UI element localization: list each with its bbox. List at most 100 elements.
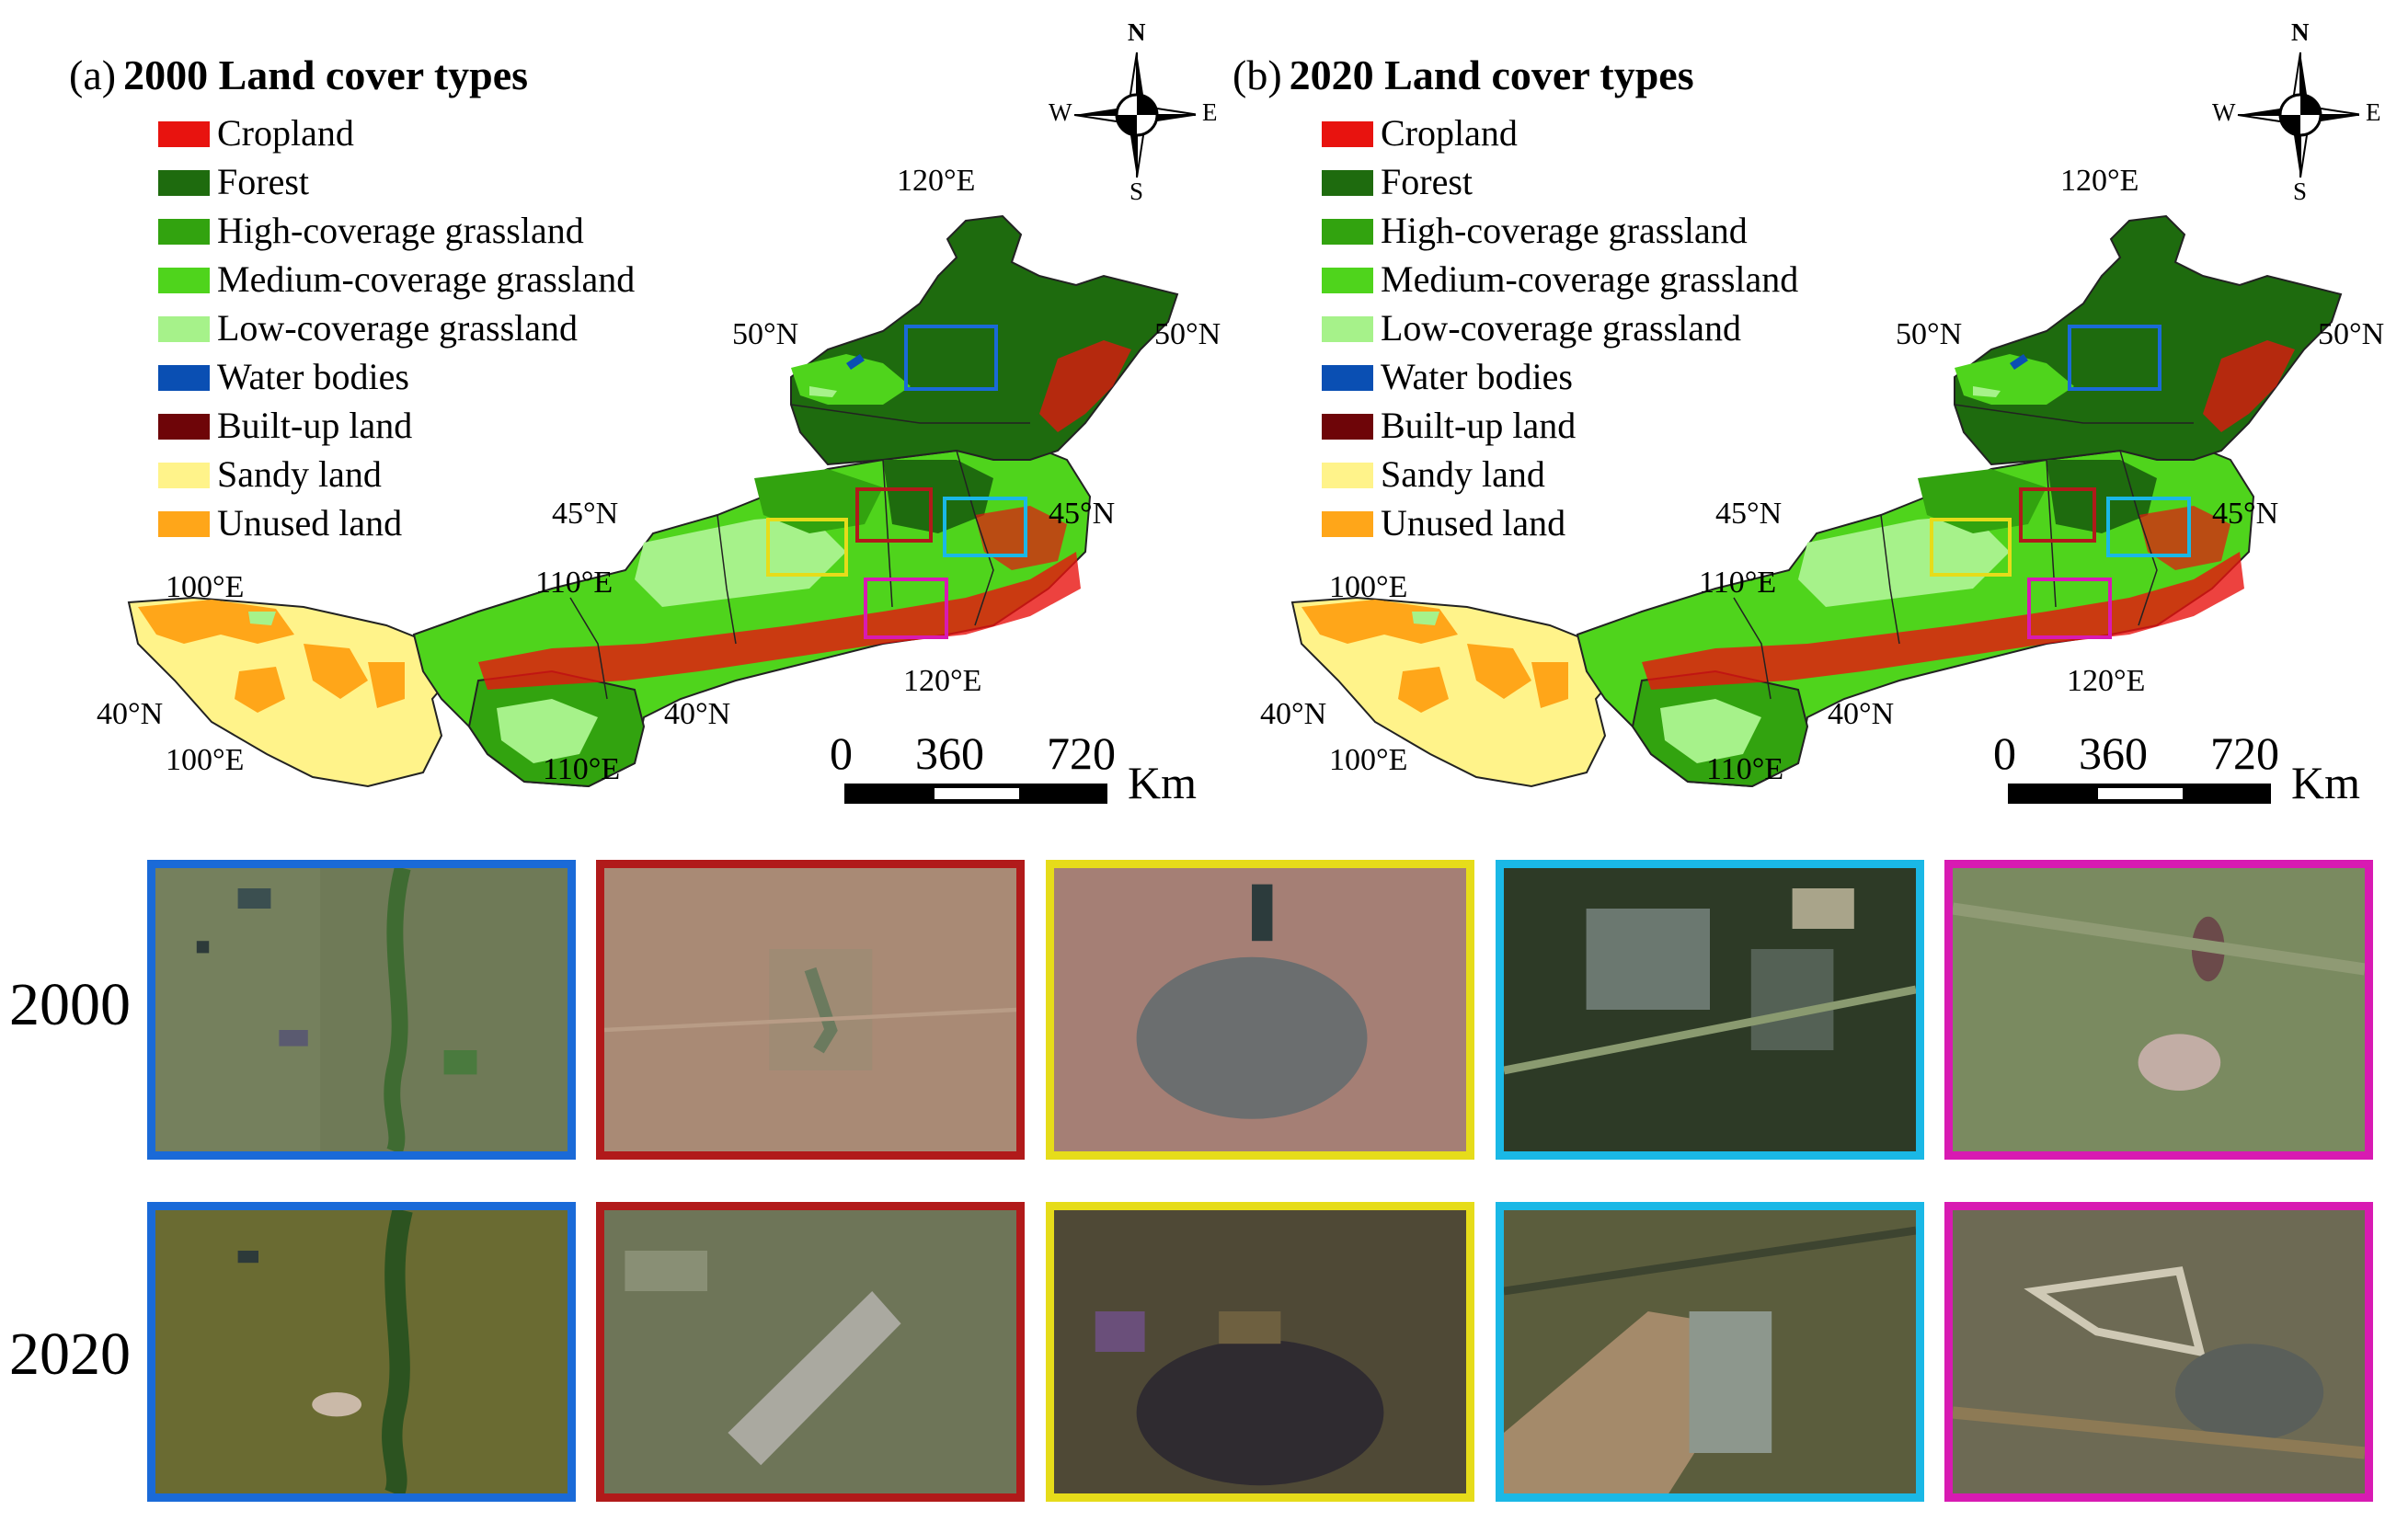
panel-title: (a) 2000 Land cover types xyxy=(69,51,528,99)
lon-label: 110°E xyxy=(543,752,621,786)
scale-tick: 0 xyxy=(830,727,853,779)
lon-label: 100°E xyxy=(1329,743,1408,777)
legend-label: Sandy land xyxy=(217,453,382,495)
compass-south: S xyxy=(1129,177,1144,205)
legend-label: Sandy land xyxy=(1381,453,1545,495)
lat-label: 50°N xyxy=(732,317,799,351)
compass-west: W xyxy=(2212,98,2236,126)
compass-south: S xyxy=(2293,177,2308,205)
legend-swatch xyxy=(158,365,210,391)
satellite-thumb-blue-2000 xyxy=(147,860,576,1160)
legend-label: Built-up land xyxy=(217,405,413,446)
legend-swatch xyxy=(158,121,210,147)
legend-label: Low-coverage grassland xyxy=(217,307,579,349)
legend-swatch xyxy=(1322,511,1373,537)
legend-swatch xyxy=(158,268,210,293)
scale-unit: Km xyxy=(1128,757,1197,808)
lat-label: 45°N xyxy=(1715,497,1783,531)
satellite-thumb-red-2020 xyxy=(596,1202,1025,1502)
scale-tick: 360 xyxy=(2079,727,2148,779)
legend-label: Medium-coverage grassland xyxy=(1381,258,1799,300)
lon-label: 120°E xyxy=(897,164,976,198)
focus-box-red xyxy=(855,487,933,543)
lat-label: 45°N xyxy=(1049,497,1116,531)
legend-label: Forest xyxy=(217,161,309,202)
legend-label: Cropland xyxy=(1381,112,1518,154)
legend-label: Unused land xyxy=(217,502,403,543)
legend-label: Water bodies xyxy=(1381,356,1573,397)
legend-swatch xyxy=(158,511,210,537)
lon-label: 110°E xyxy=(1699,566,1777,600)
legend-swatch xyxy=(158,463,210,488)
lat-label: 40°N xyxy=(664,697,731,731)
satellite-thumb-yellow-2020 xyxy=(1046,1202,1474,1502)
compass-north: N xyxy=(1128,18,1146,46)
legend-swatch xyxy=(1322,414,1373,440)
lat-label: 40°N xyxy=(1828,697,1895,731)
focus-box-magenta xyxy=(2027,578,2112,639)
satellite-thumb-magenta-2000 xyxy=(1944,860,2373,1160)
satellite-thumb-yellow-2000 xyxy=(1046,860,1474,1160)
legend-label: High-coverage grassland xyxy=(217,210,584,251)
scale-tick: 360 xyxy=(915,727,984,779)
focus-box-red xyxy=(2019,487,2096,543)
legend-swatch xyxy=(1322,219,1373,245)
row-year-label: 2020 xyxy=(9,1321,131,1388)
legend-label: Medium-coverage grassland xyxy=(217,258,636,300)
satellite-thumb-blue-2020 xyxy=(147,1202,576,1502)
lon-label: 110°E xyxy=(1706,752,1784,786)
compass-north: N xyxy=(2291,18,2310,46)
legend-swatch xyxy=(158,219,210,245)
panel-title: (b) 2020 Land cover types xyxy=(1233,51,1694,99)
lat-label: 40°N xyxy=(97,697,164,731)
lat-label: 50°N xyxy=(2318,317,2385,351)
lon-label: 120°E xyxy=(2060,164,2139,198)
row-year-label: 2000 xyxy=(9,971,131,1038)
panel-heading: 2000 Land cover types xyxy=(123,51,529,98)
lon-label: 110°E xyxy=(535,566,613,600)
map-panel-2000: (a) 2000 Land cover types Cropland Forest H… xyxy=(0,0,1221,809)
scale-tick: 0 xyxy=(1993,727,2016,779)
lat-label: 45°N xyxy=(2212,497,2279,531)
lon-label: 100°E xyxy=(166,743,245,777)
compass-icon xyxy=(2237,51,2359,178)
legend-swatch xyxy=(1322,268,1373,293)
panel-heading: 2020 Land cover types xyxy=(1289,51,1694,98)
legend-label: Cropland xyxy=(217,112,354,154)
lat-label: 45°N xyxy=(552,497,619,531)
map-panel-2020: (b) 2020 Land cover types Cropland Forest H… xyxy=(1164,0,2384,809)
compass-east: E xyxy=(1202,98,1218,126)
lon-label: 120°E xyxy=(2067,664,2146,698)
focus-box-yellow xyxy=(766,518,848,577)
scale-tick: 720 xyxy=(1047,727,1116,779)
focus-box-cyan xyxy=(2106,497,2191,557)
legend-swatch xyxy=(1322,365,1373,391)
compass-east: E xyxy=(2366,98,2381,126)
satellite-thumb-magenta-2020 xyxy=(1944,1202,2373,1502)
legend-swatch xyxy=(1322,316,1373,342)
focus-box-magenta xyxy=(864,578,948,639)
focus-box-yellow xyxy=(1930,518,2012,577)
legend-label: High-coverage grassland xyxy=(1381,210,1748,251)
legend-label: Unused land xyxy=(1381,502,1566,543)
panel-label: (a) xyxy=(69,51,117,98)
focus-box-cyan xyxy=(943,497,1027,557)
region-map xyxy=(1290,51,2359,804)
legend-swatch xyxy=(158,414,210,440)
lat-label: 50°N xyxy=(1896,317,1963,351)
legend-swatch xyxy=(158,316,210,342)
scale-unit: Km xyxy=(2291,757,2360,808)
legend-label: Low-coverage grassland xyxy=(1381,307,1742,349)
focus-box-blue xyxy=(904,325,998,391)
satellite-thumb-red-2000 xyxy=(596,860,1025,1160)
lat-label: 40°N xyxy=(1260,697,1327,731)
compass-icon xyxy=(1073,51,1196,178)
region-map xyxy=(127,51,1196,804)
legend-swatch xyxy=(1322,463,1373,488)
scale-tick: 720 xyxy=(2210,727,2279,779)
compass-west: W xyxy=(1049,98,1072,126)
legend-label: Forest xyxy=(1381,161,1473,202)
lon-label: 100°E xyxy=(1329,570,1408,604)
legend-swatch xyxy=(1322,121,1373,147)
legend-label: Built-up land xyxy=(1381,405,1577,446)
